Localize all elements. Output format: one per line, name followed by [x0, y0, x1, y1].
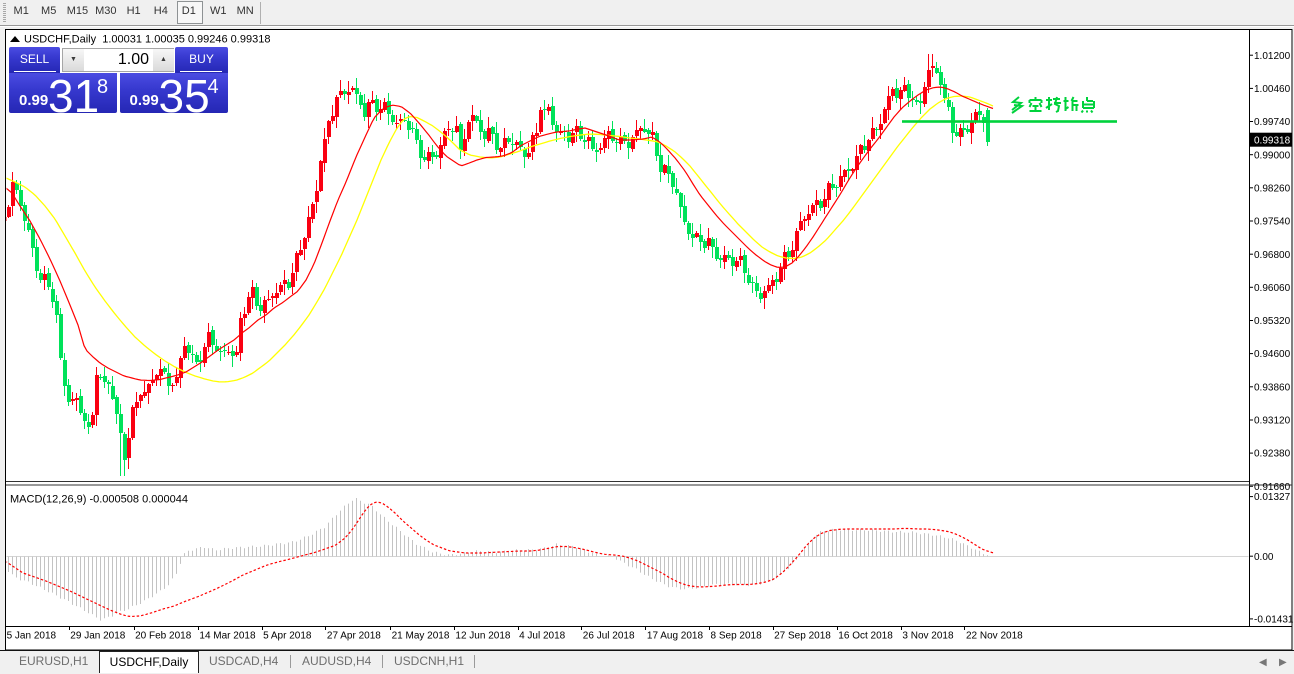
- svg-text:27 Sep 2018: 27 Sep 2018: [774, 631, 831, 642]
- svg-text:1.01200: 1.01200: [1254, 51, 1291, 62]
- svg-text:16 Oct 2018: 16 Oct 2018: [838, 631, 893, 642]
- svg-text:0.92380: 0.92380: [1254, 449, 1291, 460]
- svg-text:8 Sep 2018: 8 Sep 2018: [711, 631, 763, 642]
- svg-text:1.00460: 1.00460: [1254, 84, 1291, 95]
- svg-text:4 Jul 2018: 4 Jul 2018: [519, 631, 566, 642]
- svg-text:20 Feb 2018: 20 Feb 2018: [135, 631, 192, 642]
- svg-text:0.99000: 0.99000: [1254, 150, 1291, 161]
- svg-text:0.96060: 0.96060: [1254, 283, 1291, 294]
- svg-text:0.95320: 0.95320: [1254, 316, 1291, 327]
- svg-text:USDCHF,Daily 1.00031 1.00035: USDCHF,Daily 1.00031 1.00035 0.99246 0.9…: [24, 34, 270, 46]
- svg-text:0.96800: 0.96800: [1254, 250, 1291, 261]
- svg-text:29 Jan 2018: 29 Jan 2018: [70, 631, 125, 642]
- svg-text:12 Jun 2018: 12 Jun 2018: [455, 631, 510, 642]
- svg-text:26 Jul 2018: 26 Jul 2018: [583, 631, 635, 642]
- svg-text:3 Nov 2018: 3 Nov 2018: [902, 631, 954, 642]
- svg-text:27 Apr 2018: 27 Apr 2018: [327, 631, 381, 642]
- svg-text:0.98260: 0.98260: [1254, 183, 1291, 194]
- svg-text:0.93860: 0.93860: [1254, 382, 1291, 393]
- svg-text:0.97540: 0.97540: [1254, 217, 1291, 228]
- svg-text:5 Apr 2018: 5 Apr 2018: [263, 631, 312, 642]
- svg-text:0.93120: 0.93120: [1254, 416, 1291, 427]
- svg-text:0.94600: 0.94600: [1254, 349, 1291, 360]
- svg-text:0.99740: 0.99740: [1254, 117, 1291, 128]
- svg-text:0.91660: 0.91660: [1254, 482, 1291, 493]
- svg-text:5 Jan 2018: 5 Jan 2018: [7, 631, 57, 642]
- svg-text:0.01327: 0.01327: [1254, 492, 1291, 503]
- svg-text:-0.01431: -0.01431: [1254, 615, 1294, 626]
- svg-text:17 Aug 2018: 17 Aug 2018: [647, 631, 704, 642]
- svg-text:22 Nov 2018: 22 Nov 2018: [966, 631, 1023, 642]
- svg-text:14 Mar 2018: 14 Mar 2018: [199, 631, 256, 642]
- svg-text:MACD(12,26,9) -0.000508 0.0000: MACD(12,26,9) -0.000508 0.000044: [10, 494, 188, 506]
- svg-text:0.99318: 0.99318: [1254, 135, 1291, 146]
- svg-text:0.00: 0.00: [1254, 552, 1274, 563]
- svg-text:21 May 2018: 21 May 2018: [392, 631, 450, 642]
